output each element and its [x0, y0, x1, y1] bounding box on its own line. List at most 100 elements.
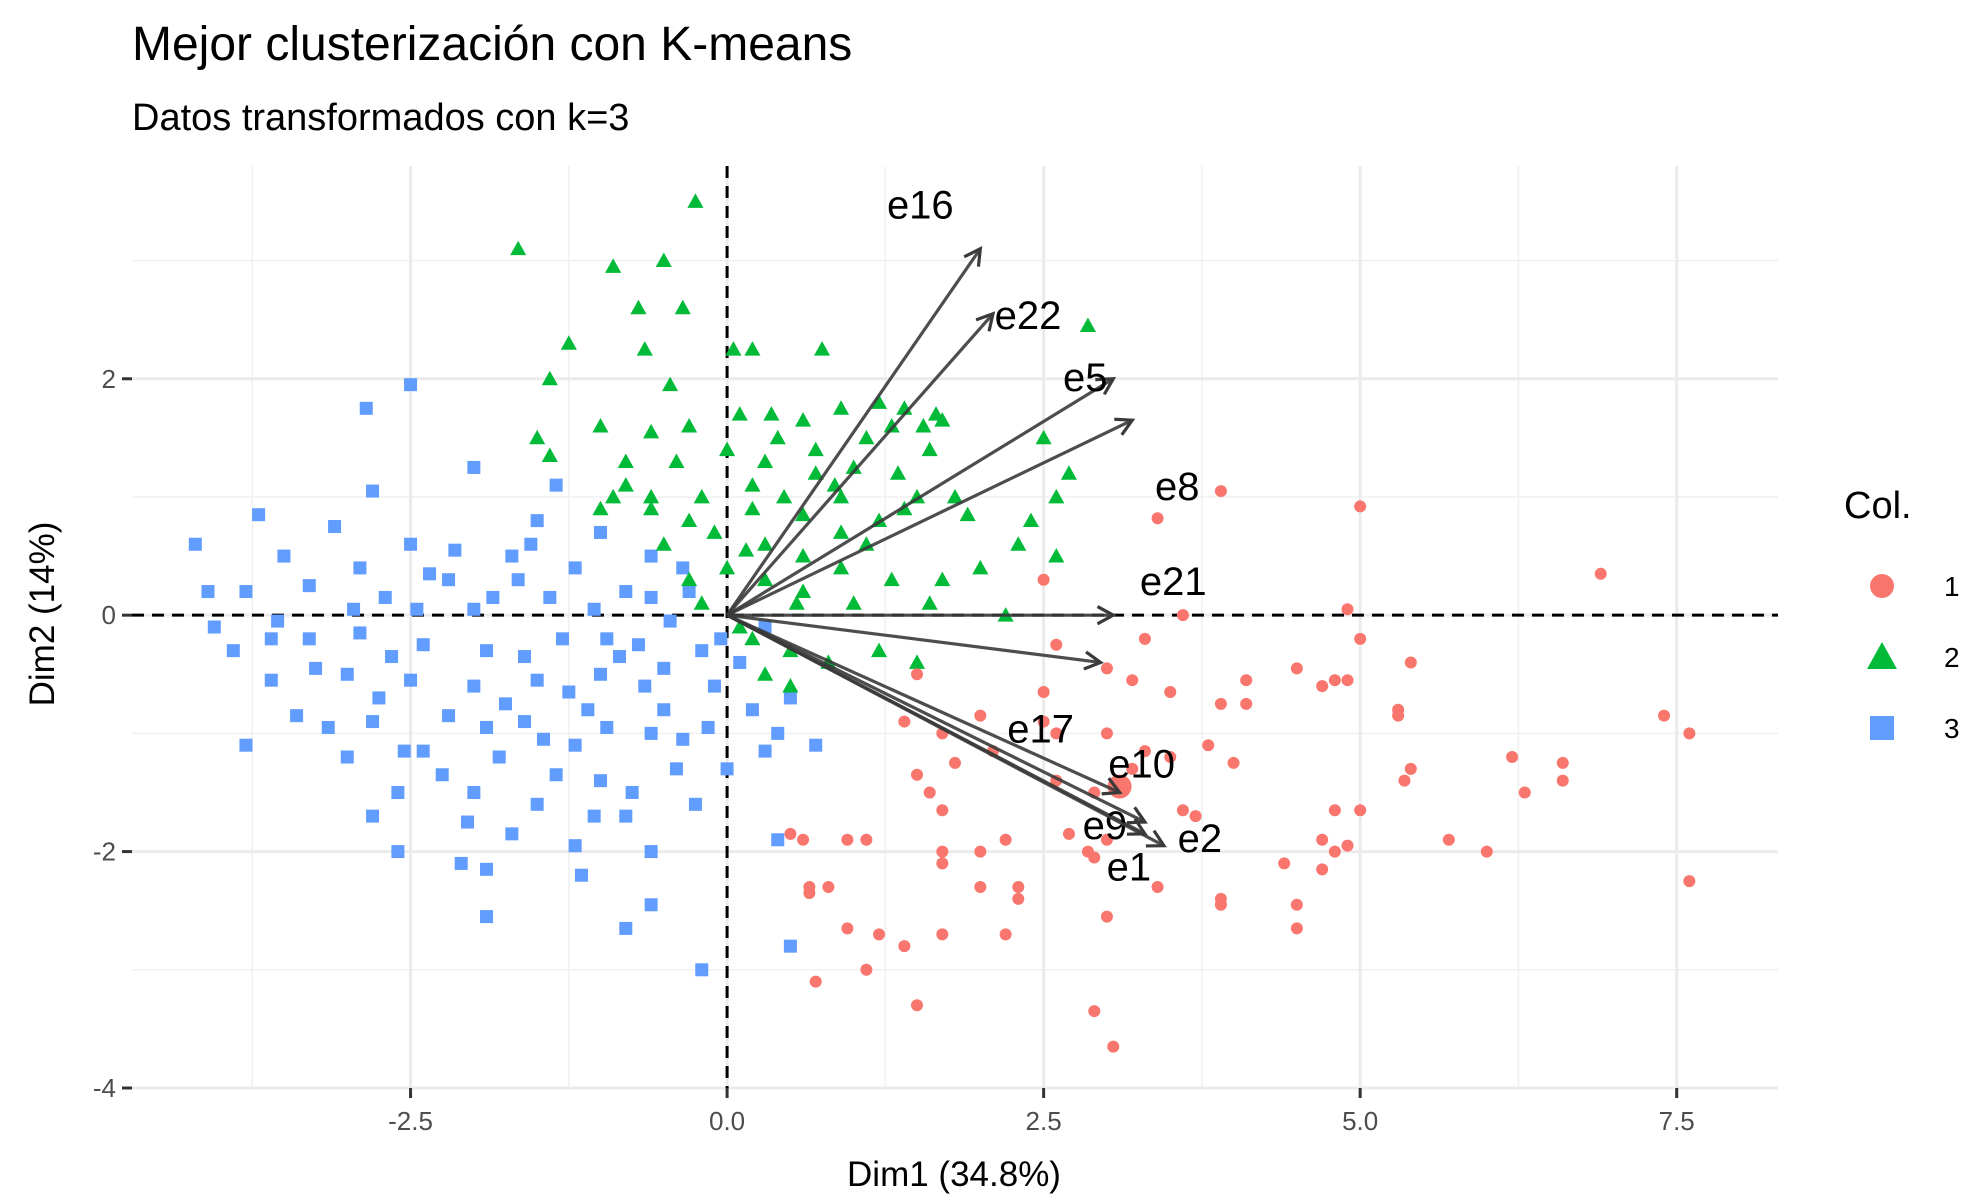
point-cluster-3 — [486, 590, 500, 604]
point-cluster-1 — [1151, 512, 1164, 525]
point-cluster-3 — [619, 809, 633, 823]
point-cluster-3 — [733, 655, 747, 669]
point-cluster-3 — [264, 632, 278, 646]
point-cluster-1 — [1658, 709, 1671, 722]
point-cluster-1 — [809, 975, 822, 988]
point-cluster-2 — [832, 488, 850, 504]
point-cluster-1 — [784, 827, 797, 840]
point-cluster-3 — [518, 650, 532, 664]
vector-e2 — [726, 613, 1146, 824]
point-cluster-2 — [889, 465, 907, 480]
point-cluster-3 — [720, 762, 734, 776]
point-cluster-3 — [442, 573, 456, 587]
vector-e8 — [726, 418, 1133, 617]
point-cluster-3 — [378, 590, 392, 604]
arrowhead-e10 — [1101, 777, 1123, 796]
point-cluster-1 — [1442, 833, 1455, 846]
point-cluster-2 — [541, 370, 558, 386]
point-cluster-1 — [822, 881, 835, 894]
point-cluster-2 — [560, 335, 577, 350]
arrowhead-e2 — [1126, 806, 1148, 825]
arrowhead-e1 — [1145, 829, 1167, 848]
point-cluster-2 — [972, 559, 989, 575]
legend-label-3: 3 — [1944, 713, 1960, 744]
point-cluster-2 — [725, 341, 742, 356]
point-cluster-3 — [568, 738, 582, 752]
point-cluster-1 — [949, 756, 961, 769]
point-cluster-3 — [688, 797, 702, 811]
point-cluster-1 — [873, 928, 886, 941]
point-cluster-3 — [701, 720, 715, 734]
point-cluster-2 — [757, 453, 774, 468]
point-cluster-3 — [549, 768, 563, 782]
point-cluster-2 — [738, 542, 755, 557]
point-cluster-1 — [1683, 727, 1696, 740]
point-cluster-2 — [858, 429, 875, 445]
x-tick-label: -2.5 — [388, 1106, 433, 1136]
point-cluster-2 — [757, 666, 774, 681]
point-cluster-1 — [1138, 745, 1151, 758]
point-cluster-1 — [999, 833, 1012, 846]
point-cluster-2 — [1060, 465, 1078, 480]
point-cluster-3 — [707, 679, 721, 693]
point-cluster-3 — [461, 815, 475, 829]
point-cluster-1 — [1214, 485, 1227, 498]
point-cluster-2 — [763, 406, 780, 421]
point-cluster-2 — [845, 459, 862, 474]
point-cluster-2 — [1035, 429, 1052, 445]
point-cluster-3 — [562, 685, 576, 699]
point-cluster-2 — [959, 506, 976, 522]
point-cluster-1 — [1100, 910, 1113, 923]
point-cluster-3 — [423, 567, 437, 581]
point-cluster-2 — [795, 583, 812, 598]
vector-label-e1: e1 — [1107, 846, 1152, 890]
chart-subtitle: Datos transformados con k=3 — [132, 97, 629, 139]
point-cluster-1 — [1392, 703, 1405, 716]
point-cluster-1 — [1062, 827, 1075, 840]
point-cluster-1 — [1240, 674, 1253, 687]
x-axis-title: Dim1 (34.8%) — [847, 1155, 1061, 1194]
point-cluster-2 — [681, 512, 698, 528]
scatter-points — [188, 193, 1696, 1053]
point-cluster-2 — [605, 488, 622, 504]
vector-label-e21: e21 — [1140, 560, 1207, 604]
point-cluster-1 — [1328, 845, 1341, 858]
point-cluster-1 — [1050, 638, 1063, 651]
point-cluster-3 — [543, 590, 557, 604]
point-cluster-2 — [605, 258, 622, 273]
point-cluster-1 — [797, 833, 810, 846]
point-cluster-1 — [1240, 697, 1253, 710]
point-cluster-2 — [655, 252, 672, 268]
point-cluster-2 — [1010, 536, 1027, 551]
y-tick-label: -4 — [93, 1073, 116, 1103]
point-cluster-3 — [391, 845, 405, 859]
point-cluster-3 — [600, 632, 614, 646]
point-cluster-3 — [758, 744, 772, 758]
point-cluster-3 — [467, 785, 481, 799]
x-tick-label: 0.0 — [709, 1106, 745, 1136]
point-cluster-3 — [644, 898, 658, 912]
legend-title: Col. — [1844, 485, 1912, 527]
point-cluster-3 — [404, 673, 418, 687]
point-cluster-2 — [687, 193, 704, 208]
vector-label-e10: e10 — [1108, 742, 1175, 786]
point-cluster-1 — [1107, 1040, 1120, 1053]
point-cluster-3 — [619, 585, 633, 599]
point-cluster-2 — [1079, 317, 1096, 333]
point-cluster-3 — [600, 720, 614, 734]
point-cluster-1 — [1328, 804, 1341, 817]
point-cluster-3 — [574, 868, 588, 882]
point-cluster-3 — [302, 579, 316, 593]
point-cluster-2 — [731, 406, 748, 421]
point-cluster-1 — [1037, 715, 1050, 728]
point-cluster-2 — [617, 453, 634, 468]
point-cluster-3 — [518, 715, 532, 729]
point-cluster-3 — [188, 537, 202, 551]
point-cluster-1 — [1100, 662, 1113, 675]
chart-title: Mejor clusterización con K-means — [132, 18, 852, 71]
point-cluster-3 — [745, 703, 759, 717]
point-cluster-1 — [1037, 573, 1050, 586]
point-cluster-1 — [1354, 632, 1367, 645]
point-cluster-2 — [592, 500, 609, 516]
